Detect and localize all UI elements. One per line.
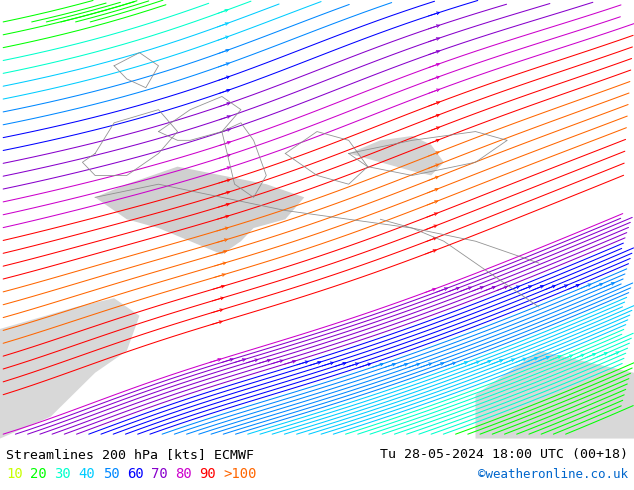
Text: 20: 20 (30, 467, 47, 481)
Text: 40: 40 (79, 467, 95, 481)
Text: >100: >100 (223, 467, 257, 481)
Text: 80: 80 (175, 467, 191, 481)
Text: 10: 10 (6, 467, 23, 481)
Polygon shape (349, 136, 444, 175)
Polygon shape (476, 351, 634, 439)
Text: Streamlines 200 hPa [kts] ECMWF: Streamlines 200 hPa [kts] ECMWF (6, 448, 254, 461)
Polygon shape (95, 167, 304, 254)
Polygon shape (0, 298, 139, 439)
Text: 90: 90 (199, 467, 216, 481)
Text: Tu 28-05-2024 18:00 UTC (00+18): Tu 28-05-2024 18:00 UTC (00+18) (380, 448, 628, 461)
Text: 70: 70 (151, 467, 167, 481)
Text: 50: 50 (103, 467, 119, 481)
Text: 30: 30 (55, 467, 71, 481)
Text: 60: 60 (127, 467, 143, 481)
Text: ©weatheronline.co.uk: ©weatheronline.co.uk (477, 468, 628, 481)
